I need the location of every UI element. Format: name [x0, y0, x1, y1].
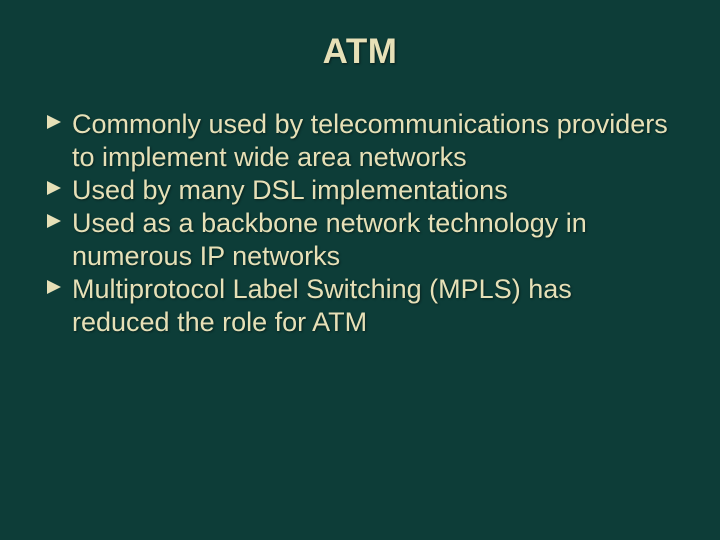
triangle-bullet-icon: [46, 114, 62, 130]
bullet-text: Used by many DSL implementations: [72, 175, 508, 205]
triangle-bullet-icon: [46, 213, 62, 229]
triangle-bullet-icon: [46, 180, 62, 196]
bullet-text: Commonly used by telecommunications prov…: [72, 109, 668, 172]
list-item: Commonly used by telecommunications prov…: [46, 108, 674, 174]
slide: ATM Commonly used by telecommunications …: [0, 0, 720, 540]
bullet-list: Commonly used by telecommunications prov…: [46, 108, 674, 339]
bullet-text: Multiprotocol Label Switching (MPLS) has…: [72, 274, 572, 337]
slide-title: ATM: [46, 32, 674, 72]
triangle-bullet-icon: [46, 279, 62, 295]
list-item: Used as a backbone network technology in…: [46, 207, 674, 273]
list-item: Multiprotocol Label Switching (MPLS) has…: [46, 273, 674, 339]
bullet-text: Used as a backbone network technology in…: [72, 208, 587, 271]
list-item: Used by many DSL implementations: [46, 174, 674, 207]
